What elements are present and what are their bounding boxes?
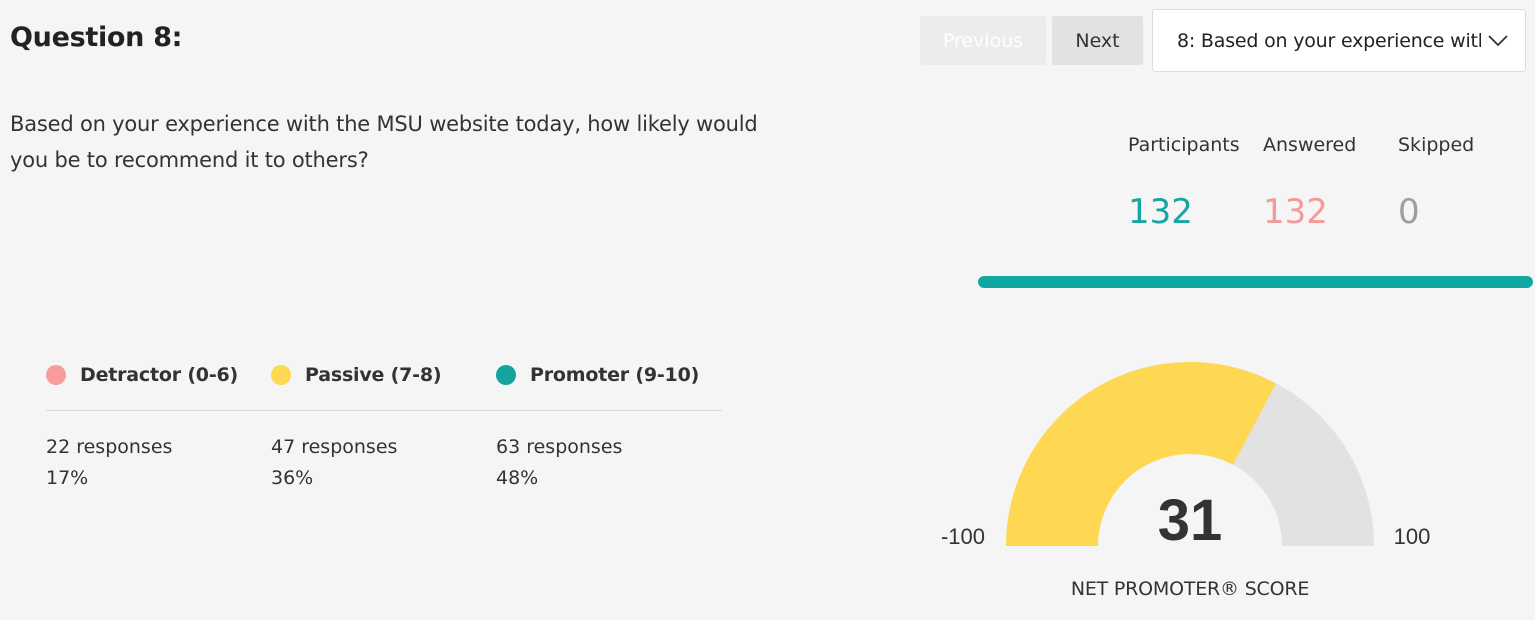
question-selector[interactable]: 8: Based on your experience with the MSU… (1152, 9, 1526, 72)
answered-label: Answered (1263, 134, 1357, 156)
skipped-count: 0 (1398, 192, 1420, 232)
detractor-responses: 22 responses (46, 436, 173, 458)
detractor-percent: 17% (46, 467, 89, 489)
nps-max-label: 100 (1394, 524, 1431, 549)
legend-detractor-label: Detractor (0-6) (80, 364, 239, 386)
question-selector-value: 8: Based on your experience with the MSU… (1177, 29, 1481, 52)
next-button[interactable]: Next (1052, 16, 1143, 65)
legend-passive: Passive (7-8) (271, 364, 442, 386)
passive-percent: 36% (271, 467, 314, 489)
legend-detractor: Detractor (0-6) (46, 364, 238, 386)
skipped-label: Skipped (1398, 134, 1475, 156)
answered-progress-fill (978, 276, 1533, 288)
detractor-dot-icon (46, 365, 66, 385)
chevron-down-icon (1488, 34, 1508, 46)
question-title: Question 8: (10, 22, 183, 53)
nps-caption: NET PROMOTER® SCORE (1070, 578, 1310, 600)
question-text: Based on your experience with the MSU we… (10, 112, 758, 172)
promoter-percent: 48% (496, 467, 539, 489)
passive-dot-icon (271, 365, 291, 385)
answered-count: 132 (1263, 192, 1328, 232)
passive-responses: 47 responses (271, 436, 398, 458)
promoter-stats: 63 responses 48% (496, 432, 622, 494)
legend-promoter: Promoter (9-10) (496, 364, 699, 386)
previous-button[interactable]: Previous (920, 16, 1046, 65)
nps-gauge-fill (1006, 362, 1277, 546)
legend-divider (46, 410, 722, 411)
legend-passive-label: Passive (7-8) (305, 364, 442, 386)
participants-label: Participants (1128, 134, 1240, 156)
promoter-responses: 63 responses (496, 436, 623, 458)
legend-promoter-label: Promoter (9-10) (530, 364, 700, 386)
nps-gauge: -100 100 31 (941, 362, 1431, 553)
detractor-stats: 22 responses 17% (46, 432, 172, 494)
promoter-dot-icon (496, 365, 516, 385)
answered-progress-bar (978, 276, 1533, 288)
passive-stats: 47 responses 36% (271, 432, 397, 494)
participants-count: 132 (1128, 192, 1193, 232)
nps-score: 31 (1158, 488, 1223, 553)
nps-min-label: -100 (941, 524, 985, 549)
